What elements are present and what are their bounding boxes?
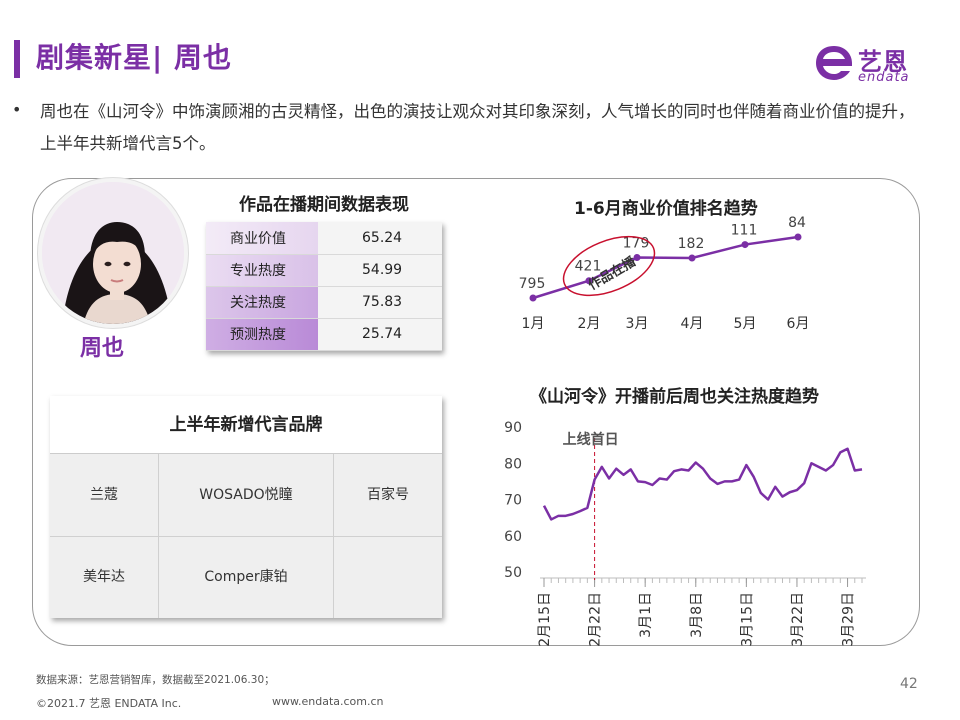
brand-item-empty <box>334 537 442 618</box>
brand-item: 美年达 <box>50 537 158 618</box>
table-row: 专业热度 54.99 <box>206 254 442 287</box>
heat-chart-title: 《山河令》开播前后周也关注热度趋势 <box>530 387 819 407</box>
table-row: 预测热度 25.74 <box>206 318 442 351</box>
brand-item: Comper康铂 <box>159 537 333 618</box>
metric-label: 商业价值 <box>206 222 318 255</box>
endata-logo-icon <box>816 46 852 80</box>
metric-label: 预测热度 <box>206 318 318 351</box>
title-accent-bar <box>14 40 20 78</box>
rank-chart-title: 1-6月商业价值排名趋势 <box>574 199 758 219</box>
brand-box-title: 上半年新增代言品牌 <box>50 396 442 454</box>
intro-paragraph: 周也在《山河令》中饰演顾湘的古灵精怪，出色的演技让观众对其印象深刻，人气增长的同… <box>40 102 915 153</box>
page-number: 42 <box>900 676 918 692</box>
bullet-dot: • <box>12 100 22 119</box>
table-row: 商业价值 65.24 <box>206 222 442 255</box>
logo-text-cn: 艺恩 <box>858 48 908 76</box>
brand-item: 兰蔻 <box>50 454 158 536</box>
metric-value: 65.24 <box>318 222 442 255</box>
metric-value: 25.74 <box>318 318 442 351</box>
grid-divider <box>50 536 442 537</box>
metric-value: 75.83 <box>318 286 442 319</box>
celebrity-name: 周也 <box>80 336 125 361</box>
footer-source: 数据来源：艺恩营销智库，数据截至2021.06.30； <box>36 674 275 686</box>
metric-value: 54.99 <box>318 254 442 287</box>
performance-title: 作品在播期间数据表现 <box>239 195 409 215</box>
avatar <box>38 178 188 328</box>
metric-label: 关注热度 <box>206 286 318 319</box>
table-row: 关注热度 75.83 <box>206 286 442 319</box>
portrait-illustration <box>42 182 184 324</box>
logo-text-en: endata <box>858 70 910 85</box>
brand-item: 百家号 <box>334 454 442 536</box>
performance-table: 商业价值 65.24 专业热度 54.99 关注热度 75.83 预测热度 25… <box>206 222 442 351</box>
brand-endorsement-box: 上半年新增代言品牌 兰蔻 WOSADO悦瞳 百家号 美年达 Comper康铂 <box>50 396 442 618</box>
page-title: 剧集新星| 周也 <box>36 41 232 74</box>
endata-logo: 艺恩 endata <box>814 42 934 86</box>
metric-label: 专业热度 <box>206 254 318 287</box>
footer-url: www.endata.com.cn <box>272 695 384 708</box>
brand-item: WOSADO悦瞳 <box>159 454 333 536</box>
footer-copyright: ©2021.7 艺恩 ENDATA Inc. <box>36 697 182 710</box>
